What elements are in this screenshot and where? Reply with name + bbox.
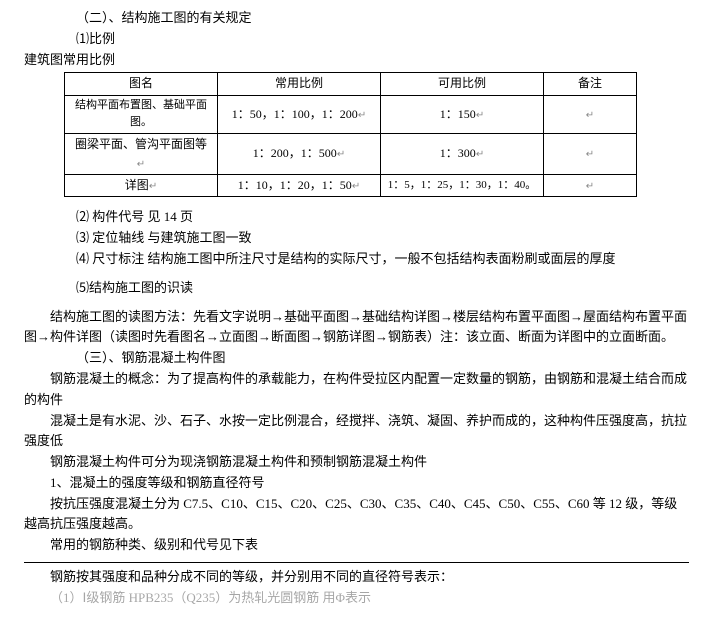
sub-1-strength: 1、混凝土的强度等级和钢筋直径符号 <box>24 473 689 494</box>
table-caption: 建筑图常用比例 <box>24 50 689 71</box>
cutoff-line: （1）Ⅰ级钢筋 HPB235（Q235）为热轧光圆钢筋 用Φ表示 <box>24 588 689 609</box>
rebar-grade-intro: 钢筋按其强度和品种分成不同的等级，并分别用不同的直径符号表示： <box>24 567 689 588</box>
rebar-common: 常用的钢筋种类、级别和代号见下表 <box>24 535 689 556</box>
td: 1：300↵ <box>381 133 544 174</box>
table-row: 详图↵ 1：10，1：20，1：50↵ 1：5，1：25，1：30，1：40。 … <box>65 175 637 197</box>
td: 圈梁平面、管沟平面图等↵ <box>65 133 218 174</box>
td: 1：10，1：20，1：50↵ <box>218 175 381 197</box>
td: 1：200，1：500↵ <box>218 133 381 174</box>
concrete-desc: 混凝土是有水泥、沙、石子、水按一定比例混合，经搅拌、浇筑、凝固、养护而成的，这种… <box>24 411 689 453</box>
td: 1：50，1：100，1：200↵ <box>218 95 381 133</box>
table-row: 圈梁平面、管沟平面图等↵ 1：200，1：500↵ 1：300↵ ↵ <box>65 133 637 174</box>
section-3-heading: （三）、钢筋混凝土构件图 <box>24 348 689 369</box>
table-row: 结构平面布置图、基础平面图。 1：50，1：100，1：200↵ 1：150↵ … <box>65 95 637 133</box>
td: ↵ <box>544 133 637 174</box>
item-2-component-code: ⑵ 构件代号 见 14 页 <box>24 207 689 228</box>
td: 1：5，1：25，1：30，1：40。 <box>381 175 544 197</box>
td: 1：150↵ <box>381 95 544 133</box>
rc-concept: 钢筋混凝土的概念：为了提高构件的承载能力，在构件受拉区内配置一定数量的钢筋，由钢… <box>24 369 689 411</box>
reading-method: 结构施工图的读图方法：先看文字说明→基础平面图→基础结构详图→楼层结构布置平面图… <box>24 307 689 349</box>
td: 结构平面布置图、基础平面图。 <box>65 95 218 133</box>
item-3-axis: ⑶ 定位轴线 与建筑施工图一致 <box>24 228 689 249</box>
divider <box>24 562 689 563</box>
th-usable: 可用比例 <box>381 73 544 95</box>
rc-types: 钢筋混凝土构件可分为现浇钢筋混凝土构件和预制钢筋混凝土构件 <box>24 452 689 473</box>
strength-grades: 按抗压强度混凝土分为 C7.5、C10、C15、C20、C25、C30、C35、… <box>24 494 689 536</box>
th-common: 常用比例 <box>218 73 381 95</box>
td: ↵ <box>544 95 637 133</box>
item-5-read: ⑸结构施工图的识读 <box>24 278 689 299</box>
td: 详图↵ <box>65 175 218 197</box>
th-note: 备注 <box>544 73 637 95</box>
sub-1-scale: ⑴比例 <box>24 29 689 50</box>
section-2-heading: （二）、结构施工图的有关规定 <box>24 8 689 29</box>
scale-table: 图名 常用比例 可用比例 备注 结构平面布置图、基础平面图。 1：50，1：10… <box>64 72 637 197</box>
td: ↵ <box>544 175 637 197</box>
item-4-dimension: ⑷ 尺寸标注 结构施工图中所注尺寸是结构的实际尺寸，一般不包括结构表面粉刷或面层… <box>50 249 689 270</box>
th-name: 图名 <box>65 73 218 95</box>
